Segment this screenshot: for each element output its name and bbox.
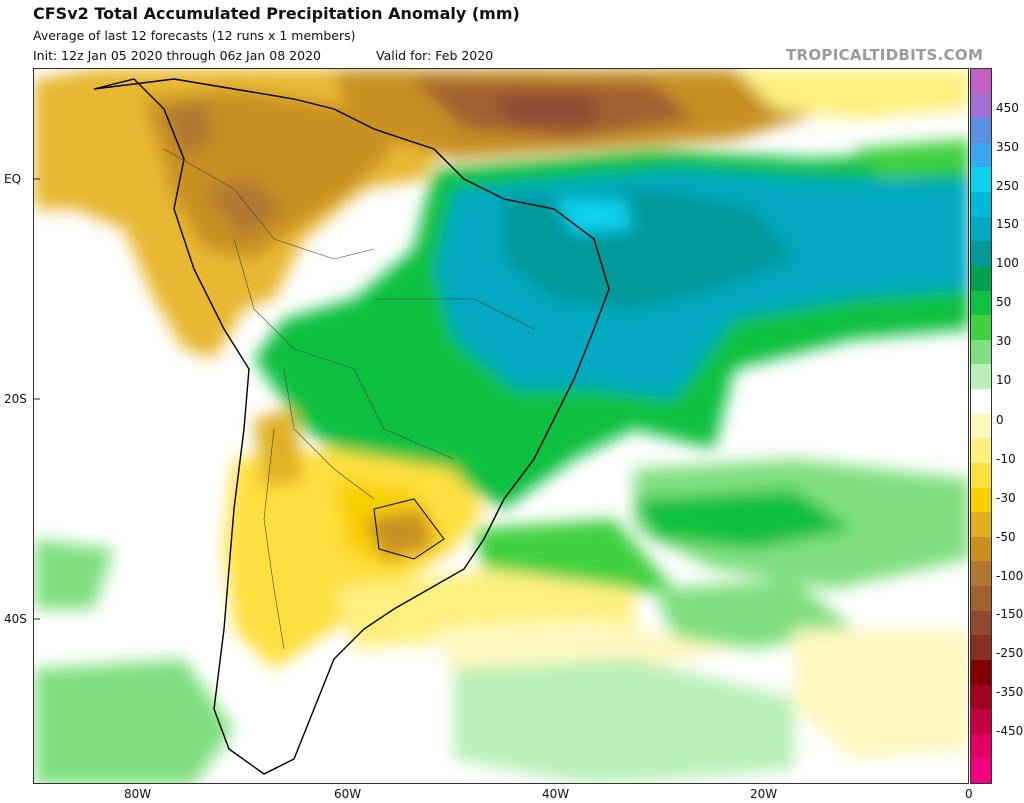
site-watermark: TROPICALTIDBITS.COM — [786, 46, 984, 64]
anomaly-field — [34, 69, 968, 783]
colorbar-label: 150 — [996, 217, 1019, 232]
colorbar-segment — [971, 462, 991, 488]
colorbar-segment — [971, 241, 991, 267]
valid-time-label: Valid for: Feb 2020 — [376, 48, 494, 63]
colorbar-label: 350 — [996, 139, 1019, 154]
precipitation-anomaly-map — [33, 68, 969, 784]
colorbar-segment — [971, 659, 991, 685]
colorbar-segment — [971, 142, 991, 168]
colorbar-segment — [971, 758, 991, 784]
coastline-outline — [93, 78, 610, 775]
colorbar-segment — [971, 93, 991, 119]
colorbar-segment — [971, 69, 991, 94]
colorbar-segment — [971, 265, 991, 291]
colorbar-legend — [970, 68, 992, 784]
colorbar-segment — [971, 536, 991, 562]
colorbar-segment — [971, 610, 991, 636]
colorbar-segment — [971, 339, 991, 365]
colorbar-label: 10 — [996, 372, 1012, 387]
colorbar-segment — [971, 192, 991, 218]
colorbar-label: 0 — [996, 413, 1004, 428]
colorbar-label: -450 — [996, 723, 1024, 738]
colorbar-label: 100 — [996, 256, 1019, 271]
colorbar-segment — [971, 290, 991, 316]
colorbar-segment — [971, 512, 991, 538]
colorbar-segment — [971, 438, 991, 464]
colorbar-segment — [971, 586, 991, 612]
latitude-label-20s: 20S — [4, 392, 27, 406]
colorbar-segment — [971, 561, 991, 587]
colorbar-label: 250 — [996, 178, 1019, 193]
latitude-label-eq: EQ — [4, 172, 22, 186]
colorbar-segment — [971, 709, 991, 735]
init-time-label: Init: 12z Jan 05 2020 through 06z Jan 08… — [33, 48, 321, 63]
latitude-label-40s: 40S — [4, 612, 27, 626]
colorbar-segment — [971, 364, 991, 390]
map-canvas — [34, 69, 968, 783]
country-borders — [163, 148, 535, 650]
colorbar-segment — [971, 684, 991, 710]
colorbar-segment — [971, 733, 991, 759]
colorbar-label: -150 — [996, 607, 1024, 622]
longitude-label-0: 0 — [965, 787, 973, 801]
colorbar-label: -100 — [996, 568, 1024, 583]
colorbar-label: 450 — [996, 101, 1019, 115]
colorbar-segment — [971, 413, 991, 439]
colorbar-label: -350 — [996, 685, 1024, 699]
colorbar-segment — [971, 167, 991, 193]
chart-title: CFSv2 Total Accumulated Precipitation An… — [33, 4, 520, 23]
colorbar-segment — [971, 118, 991, 144]
colorbar-label: -10 — [996, 452, 1016, 467]
colorbar-segment — [971, 487, 991, 513]
longitude-label-20w: 20W — [750, 787, 778, 801]
map-grid-ticks — [34, 178, 40, 620]
longitude-label-40w: 40W — [542, 787, 570, 801]
colorbar-label: -50 — [996, 529, 1016, 544]
chart-subtitle: Average of last 12 forecasts (12 runs x … — [33, 28, 356, 43]
colorbar-segment — [971, 389, 991, 415]
colorbar-label: -30 — [996, 491, 1016, 505]
longitude-label-60w: 60W — [334, 787, 362, 801]
colorbar-segment — [971, 635, 991, 661]
colorbar-label: 30 — [996, 333, 1012, 348]
colorbar-segment — [971, 315, 991, 341]
colorbar-label: -250 — [996, 646, 1024, 661]
colorbar-segment — [971, 216, 991, 242]
colorbar-label: 50 — [996, 295, 1012, 309]
longitude-label-80w: 80W — [124, 787, 152, 801]
